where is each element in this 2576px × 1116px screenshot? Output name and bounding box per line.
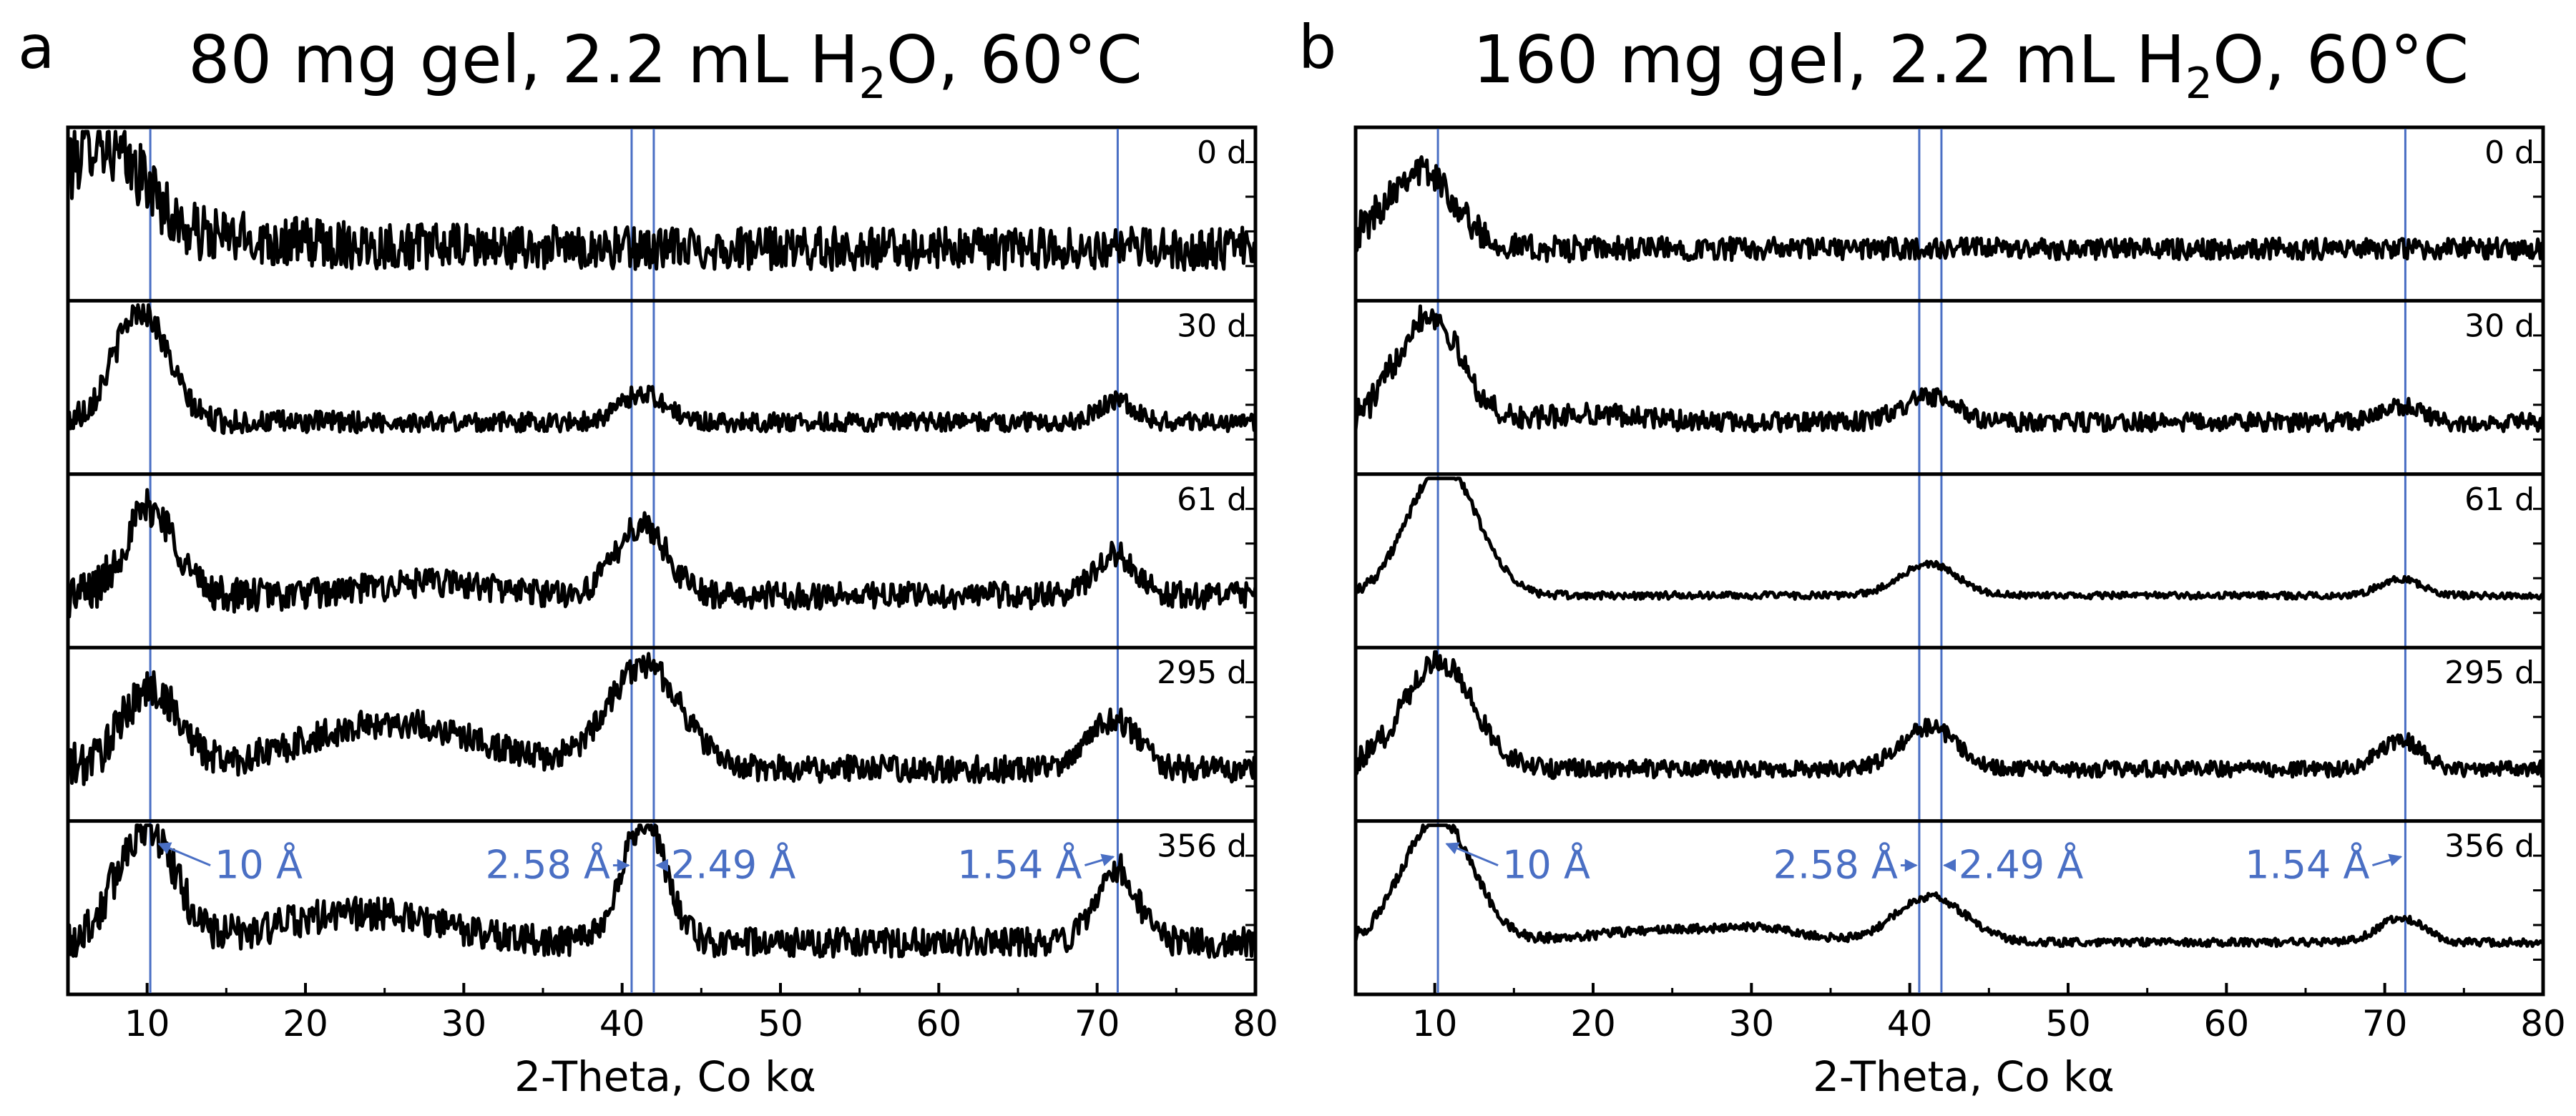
- panel-b-time-label: 356 d: [2444, 828, 2535, 865]
- panel-a-trace-295d: [66, 652, 1258, 786]
- panel-a-trace-30d: [66, 303, 1258, 435]
- panel-b-x-tick-label: 60: [2204, 1003, 2250, 1044]
- panel-b-annotation-arrow: [2372, 853, 2403, 867]
- panel-b-trace-356d: [1353, 823, 2544, 949]
- panel-a-time-label: 0 d: [1197, 134, 1247, 171]
- panel-b-trace-0d: [1353, 155, 2545, 264]
- panel-b-plot: 10 20 30 40 50 60 70 80 0 d 30 d 61 d 295 d 356 d 10 …: [1353, 125, 2566, 1044]
- panel-a-time-label: 61 d: [1177, 481, 1247, 518]
- panel-a-annotation-label: 2.58 Å: [486, 842, 610, 888]
- panel-a-annotation-label: 10 Å: [215, 842, 303, 888]
- panel-a-trace-61d: [66, 488, 1258, 619]
- panel-b-time-label: 295 d: [2444, 655, 2535, 691]
- panel-a-x-tick-label: 20: [283, 1003, 328, 1044]
- panel-a-time-label: 295 d: [1157, 655, 1247, 691]
- panel-b-annotation-label: 2.58 Å: [1773, 842, 1898, 888]
- panel-b-x-tick-label: 20: [1570, 1003, 1616, 1044]
- panel-b-annotation-label: 2.49 Å: [1959, 842, 2083, 888]
- panel-a-plot: 10 20 30 40 50 60 70 80 0 d 30 d 61 d 295 d 356 d 10 …: [66, 125, 1278, 1044]
- panel-b-annotation-label: 1.54 Å: [2245, 842, 2369, 888]
- panel-b-x-tick-label: 80: [2520, 1003, 2566, 1044]
- panel-a-time-label: 30 d: [1177, 308, 1247, 344]
- panel-a-x-tick-label: 80: [1233, 1003, 1278, 1044]
- panel-a-letter: a: [18, 12, 54, 82]
- panel-b-trace-61d: [1353, 476, 2545, 602]
- panel-b-x-tick-label: 50: [2045, 1003, 2091, 1044]
- panel-b-letter: b: [1298, 12, 1336, 82]
- panel-b-trace-30d: [1353, 304, 2545, 434]
- panel-a-annotation-arrow: [1084, 853, 1115, 867]
- panel-b-frame: [1353, 125, 2545, 997]
- panel-a-x-axis-label: 2-Theta, Co kα: [514, 1052, 816, 1101]
- panel-b-time-label: 0 d: [2484, 134, 2535, 171]
- panel-a-annotation-label: 1.54 Å: [957, 842, 1082, 888]
- panel-b-annotation-label: 10 Å: [1502, 842, 1590, 888]
- panel-a-trace-356d: [66, 823, 1258, 959]
- panel-a-annotation-arrow: [157, 842, 211, 866]
- panel-a-x-tick-label: 30: [441, 1003, 487, 1044]
- panel-b-time-label: 30 d: [2464, 308, 2535, 344]
- panel-b-x-axis-label: 2-Theta, Co kα: [1813, 1052, 2115, 1101]
- panel-a-title: 80 mg gel, 2.2 mL H2O, 60°C: [188, 21, 1142, 109]
- panel-b-time-label: 61 d: [2464, 481, 2535, 518]
- panel-a-x-tick-label: 60: [916, 1003, 962, 1044]
- panel-b-x-tick-label: 40: [1887, 1003, 1933, 1044]
- panel-a-trace-0d: [66, 129, 1258, 272]
- panel-b-trace-295d: [1353, 650, 2545, 780]
- panel-b-x-tick-label: 10: [1412, 1003, 1458, 1044]
- panel-b-x-tick-label: 70: [2362, 1003, 2408, 1044]
- panel-a-frame: [66, 125, 1258, 997]
- panel-b-title: 160 mg gel, 2.2 mL H2O, 60°C: [1473, 21, 2469, 109]
- panel-a-x-tick-label: 70: [1074, 1003, 1120, 1044]
- panel-a: a 80 mg gel, 2.2 mL H2O, 60°C 10 20 30 40 50…: [18, 12, 1278, 1101]
- panel-b: b 160 mg gel, 2.2 mL H2O, 60°C 10 20 30 40 5…: [1298, 12, 2566, 1101]
- panel-a-x-tick-label: 40: [599, 1003, 645, 1044]
- panel-a-annotation-label: 2.49 Å: [671, 842, 795, 888]
- panel-a-x-tick-label: 10: [124, 1003, 170, 1044]
- panel-b-annotation-arrow: [1445, 842, 1499, 866]
- panel-a-time-label: 356 d: [1157, 828, 1247, 865]
- panel-b-x-tick-label: 30: [1729, 1003, 1775, 1044]
- panel-a-x-tick-label: 50: [758, 1003, 803, 1044]
